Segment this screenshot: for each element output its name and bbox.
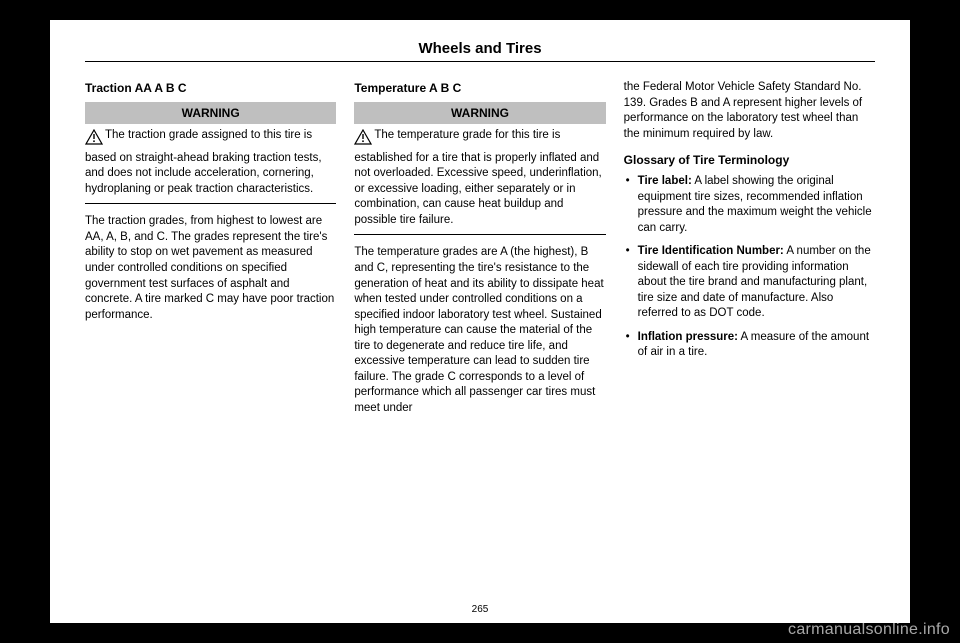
glossary-list: Tire label: A label showing the original…: [624, 174, 875, 361]
warning-text-2: The temperature grade for this tire is e…: [354, 129, 601, 226]
temperature-heading: Temperature A B C: [354, 80, 605, 96]
glossary-heading: Glossary of Tire Terminology: [624, 152, 875, 168]
warning-body-1: The traction grade assigned to this tire…: [85, 128, 336, 204]
page-number: 265: [50, 604, 910, 615]
content-columns: Traction AA A B C WARNING The traction g…: [85, 80, 875, 426]
warning-triangle-icon: [85, 129, 103, 151]
manual-page: Wheels and Tires Traction AA A B C WARNI…: [50, 20, 910, 623]
glossary-term: Tire Identification Number:: [638, 245, 784, 257]
page-title: Wheels and Tires: [85, 40, 875, 57]
warning-body-2: The temperature grade for this tire is e…: [354, 128, 605, 235]
warning-header-2: WARNING: [354, 102, 605, 124]
list-item: Inflation pressure: A measure of the amo…: [624, 330, 875, 361]
warning-text-1: The traction grade assigned to this tire…: [85, 129, 322, 195]
warning-triangle-icon: [354, 129, 372, 151]
continuation-text: the Federal Motor Vehicle Safety Standar…: [624, 80, 875, 142]
list-item: Tire Identification Number: A number on …: [624, 244, 875, 322]
warning-header-1: WARNING: [85, 102, 336, 124]
column-2: Temperature A B C WARNING The temperatur…: [354, 80, 605, 426]
glossary-term: Tire label:: [638, 175, 692, 187]
column-3: the Federal Motor Vehicle Safety Standar…: [624, 80, 875, 426]
header-rule: [85, 61, 875, 62]
list-item: Tire label: A label showing the original…: [624, 174, 875, 236]
watermark-text: carmanualsonline.info: [788, 621, 950, 639]
column-1: Traction AA A B C WARNING The traction g…: [85, 80, 336, 426]
temperature-body: The temperature grades are A (the highes…: [354, 245, 605, 416]
traction-heading: Traction AA A B C: [85, 80, 336, 96]
traction-body: The traction grades, from highest to low…: [85, 214, 336, 323]
glossary-term: Inflation pressure:: [638, 331, 738, 343]
